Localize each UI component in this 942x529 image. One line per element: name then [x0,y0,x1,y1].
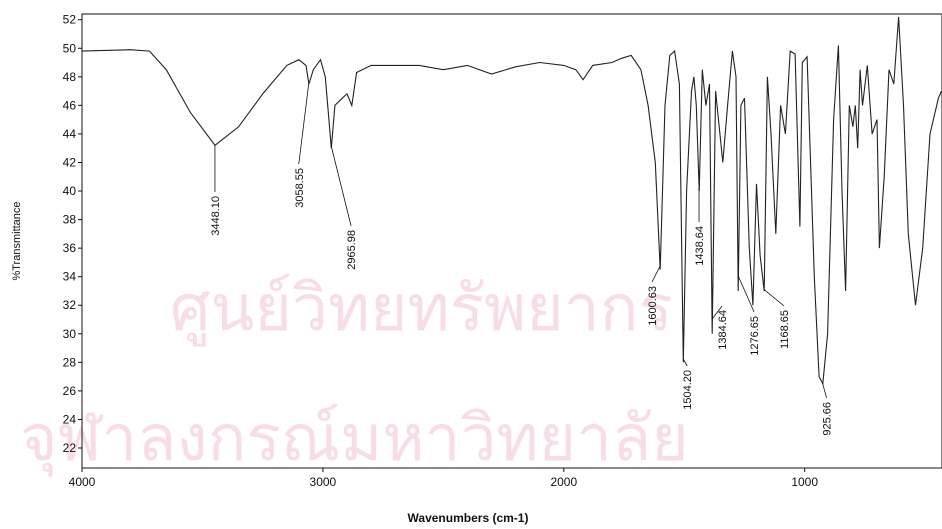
annotation-leader [822,383,827,399]
y-tick-label: 44 [63,127,77,141]
y-axis-label: %Transmittance [11,201,23,280]
y-tick-label: 42 [63,155,77,169]
y-tick-label: 46 [63,98,77,112]
annotation-leader [711,305,723,320]
x-tick-label: 2000 [550,475,577,489]
annotation-leader [330,145,352,227]
annotation-label: 1276.65 [749,316,761,356]
y-tick-label: 32 [63,298,77,312]
annotation-label: 1600.63 [647,286,659,326]
x-tick-label: 1000 [791,475,818,489]
annotation-leader [682,358,688,367]
annotation-label: 3058.55 [294,168,306,208]
y-tick-label: 26 [63,384,77,398]
annotation-label: 3448.10 [210,196,222,236]
annotation-leader [298,83,310,165]
y-tick-label: 40 [63,184,77,198]
watermark: ศูนย์วิทยทรัพยากร [170,272,673,347]
annotation-leader [737,275,755,313]
y-tick-label: 36 [63,241,77,255]
y-tick-label: 38 [63,213,77,227]
y-tick-label: 28 [63,355,77,369]
annotation-label: 1384.64 [717,310,729,350]
y-tick-label: 52 [63,13,77,27]
y-tick-label: 50 [63,41,77,55]
annotation-leader [763,289,785,307]
plot-frame [81,13,942,469]
y-tick-label: 22 [63,441,77,455]
annotation-leader [651,266,661,283]
y-tick-label: 30 [63,327,77,341]
y-tick-label: 24 [63,412,77,426]
watermark: จุฬาลงกรณ์มหาวิทยาลัย [20,402,689,477]
y-tick-label: 48 [63,70,77,84]
annotation-label: 1438.64 [694,226,706,266]
y-tick-label: 34 [63,270,77,284]
x-tick-label: 3000 [310,475,337,489]
x-axis-label: Wavenumbers (cm-1) [408,511,529,525]
annotation-label: 925.66 [822,402,834,436]
spectrum-line [81,16,942,386]
annotation-label: 1504.20 [682,370,694,410]
annotation-label: 1168.65 [779,310,791,349]
annotation-label: 2965.98 [346,230,358,270]
x-tick-label: 4000 [69,475,96,489]
